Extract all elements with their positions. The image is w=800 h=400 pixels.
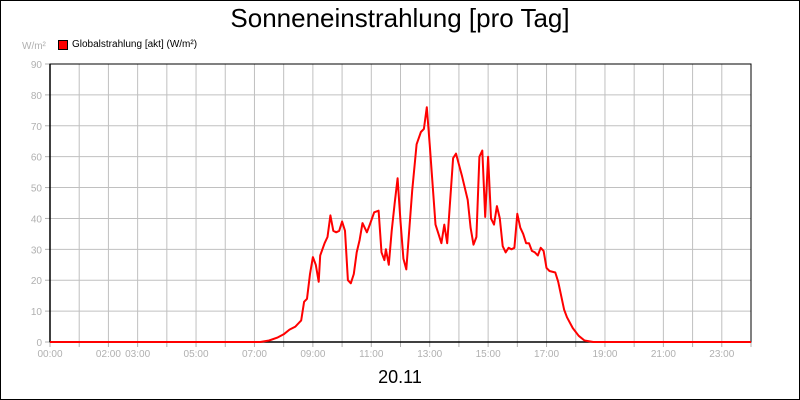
x-tick-label: 11:00 bbox=[359, 349, 384, 360]
legend-label: Globalstrahlung [akt] (W/m²) bbox=[72, 39, 198, 50]
y-tick-label: 40 bbox=[31, 214, 43, 225]
x-tick-label: 02:00 bbox=[96, 349, 121, 360]
chart-title: Sonneneinstrahlung [pro Tag] bbox=[230, 3, 570, 33]
legend-swatch-icon bbox=[58, 39, 68, 50]
y-tick-label: 90 bbox=[31, 60, 43, 71]
y-axis-unit: W/m² bbox=[22, 41, 46, 52]
legend: Globalstrahlung [akt] (W/m²) bbox=[58, 39, 197, 50]
x-tick-label: 13:00 bbox=[417, 349, 442, 360]
x-axis-date-label: 20.11 bbox=[378, 367, 422, 387]
y-tick-label: 10 bbox=[31, 307, 43, 318]
x-tick-label: 23:00 bbox=[709, 349, 734, 360]
x-tick-label: 19:00 bbox=[592, 349, 617, 360]
y-tick-label: 50 bbox=[31, 184, 43, 195]
y-tick-label: 70 bbox=[31, 122, 43, 133]
y-tick-label: 30 bbox=[31, 245, 43, 256]
x-tick-label: 15:00 bbox=[476, 349, 501, 360]
x-tick-label: 21:00 bbox=[651, 349, 676, 360]
x-tick-label: 03:00 bbox=[125, 349, 150, 360]
x-tick-label: 17:00 bbox=[534, 349, 559, 360]
x-tick-label: 07:00 bbox=[242, 349, 267, 360]
x-tick-label: 09:00 bbox=[300, 349, 325, 360]
y-tick-label: 20 bbox=[31, 276, 43, 287]
y-tick-label: 0 bbox=[36, 338, 42, 349]
x-tick-label: 05:00 bbox=[184, 349, 209, 360]
y-tick-label: 80 bbox=[31, 91, 43, 102]
y-tick-label: 60 bbox=[31, 153, 43, 164]
x-tick-label: 00:00 bbox=[37, 349, 62, 360]
series-line bbox=[50, 106, 751, 343]
